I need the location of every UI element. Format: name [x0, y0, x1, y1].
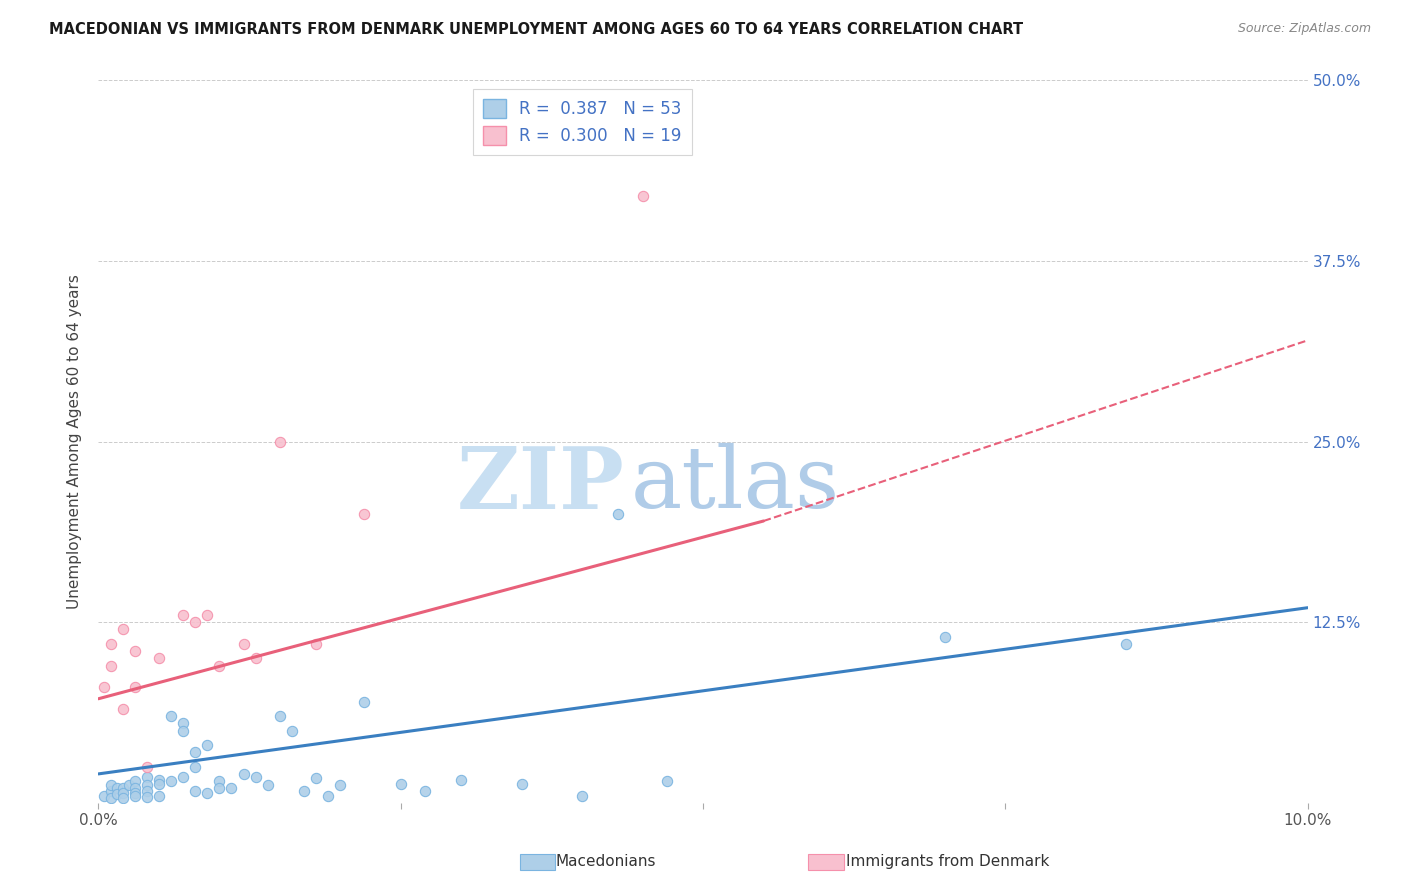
Point — [184, 615, 207, 630]
Point — [316, 789, 339, 803]
Point — [135, 770, 157, 784]
Point — [148, 777, 170, 791]
Point — [93, 680, 115, 694]
Point — [305, 771, 328, 785]
Point — [160, 709, 183, 723]
Legend: R =  0.387   N = 53, R =  0.300   N = 19: R = 0.387 N = 53, R = 0.300 N = 19 — [472, 88, 692, 155]
Point — [389, 777, 412, 791]
Point — [148, 651, 170, 665]
Point — [111, 781, 134, 796]
Point — [105, 781, 128, 796]
Point — [172, 770, 194, 784]
Point — [124, 786, 146, 800]
Point — [124, 680, 146, 694]
Point — [571, 789, 593, 803]
Point — [100, 791, 122, 805]
Point — [221, 781, 243, 796]
Point — [934, 630, 956, 644]
Point — [124, 644, 146, 658]
Point — [450, 772, 472, 787]
Point — [607, 507, 630, 521]
Point — [135, 779, 157, 793]
Point — [281, 723, 304, 738]
Point — [105, 787, 128, 801]
Point — [100, 658, 122, 673]
Text: Immigrants from Denmark: Immigrants from Denmark — [846, 855, 1050, 869]
Point — [135, 784, 157, 798]
Point — [195, 786, 218, 800]
Point — [111, 791, 134, 805]
Point — [269, 709, 291, 723]
Point — [195, 607, 218, 622]
Point — [184, 760, 207, 774]
Point — [124, 774, 146, 789]
Point — [135, 760, 157, 774]
Point — [1115, 637, 1137, 651]
Text: ZIP: ZIP — [457, 443, 624, 527]
Point — [100, 784, 122, 798]
Point — [124, 789, 146, 803]
Point — [93, 789, 115, 803]
Point — [148, 772, 170, 787]
Point — [232, 637, 254, 651]
Point — [256, 779, 278, 793]
Point — [292, 784, 315, 798]
Point — [269, 434, 291, 449]
Text: atlas: atlas — [630, 443, 839, 526]
Point — [195, 738, 218, 752]
Point — [124, 781, 146, 796]
Point — [111, 786, 134, 800]
Point — [135, 790, 157, 805]
Point — [172, 607, 194, 622]
Point — [160, 774, 183, 789]
Point — [655, 774, 678, 789]
Point — [413, 784, 436, 798]
Point — [100, 779, 122, 793]
Point — [208, 781, 231, 796]
Point — [245, 651, 267, 665]
Point — [232, 767, 254, 781]
Point — [510, 777, 533, 791]
Point — [111, 702, 134, 716]
Text: MACEDONIAN VS IMMIGRANTS FROM DENMARK UNEMPLOYMENT AMONG AGES 60 TO 64 YEARS COR: MACEDONIAN VS IMMIGRANTS FROM DENMARK UN… — [49, 22, 1024, 37]
Point — [100, 637, 122, 651]
Point — [148, 789, 170, 803]
Point — [208, 658, 231, 673]
Text: Macedonians: Macedonians — [555, 855, 655, 869]
Point — [111, 623, 134, 637]
Point — [184, 784, 207, 798]
Point — [305, 637, 328, 651]
Point — [245, 770, 267, 784]
Text: Source: ZipAtlas.com: Source: ZipAtlas.com — [1237, 22, 1371, 36]
Point — [631, 189, 654, 203]
Point — [172, 716, 194, 731]
Y-axis label: Unemployment Among Ages 60 to 64 years: Unemployment Among Ages 60 to 64 years — [67, 274, 83, 609]
Point — [329, 779, 352, 793]
Point — [118, 779, 141, 793]
Point — [353, 507, 375, 521]
Point — [184, 745, 207, 759]
Point — [172, 723, 194, 738]
Point — [208, 774, 231, 789]
Point — [353, 695, 375, 709]
